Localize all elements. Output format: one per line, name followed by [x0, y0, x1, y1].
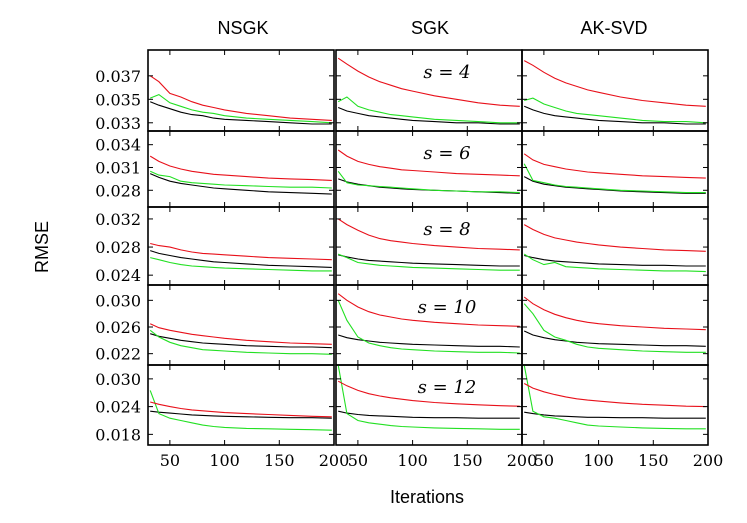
red-series-line-3-1 [523, 60, 706, 107]
column-title: AK-SVD [580, 18, 647, 38]
panel-frame-3-1 [521, 49, 709, 132]
black-series-line-3-3 [524, 254, 706, 267]
y-tick-label: 0.031 [95, 158, 141, 177]
green-series-line-1-4 [149, 329, 332, 355]
black-series-line-3-1 [523, 105, 706, 125]
y-tick-label: 0.026 [95, 318, 141, 337]
panel-frame-1-5 [147, 364, 335, 446]
row-label: s = 12 [418, 377, 477, 398]
x-tick-label: 150 [638, 451, 669, 470]
x-tick-label: 100 [209, 451, 240, 470]
red-series-line-3-3 [523, 224, 706, 252]
green-series-line-1-1 [149, 93, 332, 124]
y-tick-label: 0.028 [95, 238, 141, 257]
panel-frame-3-2 [521, 130, 709, 208]
red-series-line-3-2 [523, 153, 706, 179]
green-series-line-2-1 [337, 96, 520, 124]
y-tick-label: 0.037 [95, 67, 141, 86]
y-tick-label: 0.022 [95, 345, 141, 364]
panel-frame-1-3 [147, 206, 335, 286]
black-series-line-2-4 [338, 334, 520, 348]
green-series-line-1-5 [149, 390, 332, 431]
row-label: s = 4 [423, 62, 470, 83]
y-tick-label: 0.030 [95, 370, 141, 389]
red-series-line-2-5 [337, 380, 520, 407]
column-title: NSGK [217, 18, 268, 38]
red-series-line-1-2 [149, 155, 332, 181]
red-series-line-3-4 [523, 296, 706, 331]
red-series-line-2-2 [337, 149, 520, 177]
x-tick-label: 200 [507, 451, 538, 470]
green-series-line-2-4 [337, 300, 520, 354]
x-tick-label: 50 [534, 451, 554, 470]
red-series-line-2-4 [337, 293, 520, 327]
y-tick-label: 0.035 [95, 90, 141, 109]
black-series-line-2-5 [338, 410, 520, 419]
green-series-line-1-3 [150, 257, 332, 272]
x-tick-label: 150 [452, 451, 483, 470]
x-tick-label: 200 [319, 451, 350, 470]
red-series-line-1-1 [149, 75, 332, 121]
black-series-line-2-2 [338, 178, 520, 194]
green-series-line-3-2 [523, 163, 706, 194]
red-series-line-2-1 [337, 57, 520, 107]
column-title: SGK [411, 18, 449, 38]
y-tick-label: 0.028 [95, 181, 141, 200]
red-series-line-1-3 [150, 242, 332, 261]
panel-frame-1-2 [147, 130, 335, 208]
red-series-line-2-3 [337, 218, 520, 251]
black-series-line-1-1 [149, 101, 332, 125]
row-label: s = 8 [423, 219, 470, 240]
black-series-line-2-3 [338, 254, 520, 267]
green-series-line-2-3 [337, 253, 520, 271]
green-series-line-3-1 [524, 97, 706, 124]
x-tick-label: 50 [160, 451, 180, 470]
x-tick-label: 100 [583, 451, 614, 470]
black-series-line-1-2 [149, 173, 332, 195]
green-series-line-1-2 [149, 170, 332, 189]
y-tick-label: 0.024 [95, 398, 141, 417]
red-series-line-3-5 [523, 383, 706, 408]
black-series-line-2-1 [337, 106, 520, 125]
green-series-line-3-4 [523, 303, 706, 353]
x-axis-label: Iterations [390, 487, 464, 507]
x-tick-label: 50 [348, 451, 368, 470]
x-tick-label: 100 [397, 451, 428, 470]
row-label: s = 10 [418, 297, 477, 318]
x-tick-label: 150 [264, 451, 295, 470]
y-tick-label: 0.018 [95, 425, 141, 444]
black-series-line-3-2 [523, 176, 706, 194]
green-series-line-2-5 [337, 364, 520, 430]
black-series-line-3-5 [524, 411, 706, 419]
black-series-line-1-5 [150, 410, 332, 419]
green-series-line-3-5 [523, 364, 706, 430]
green-series-line-2-2 [337, 170, 520, 194]
y-axis-label: RMSE [32, 221, 52, 273]
green-series-line-3-3 [523, 253, 706, 273]
black-series-line-1-4 [150, 333, 332, 349]
x-tick-label: 200 [693, 451, 724, 470]
red-series-line-1-4 [149, 323, 332, 345]
black-series-line-3-4 [523, 330, 706, 347]
black-series-line-1-3 [150, 250, 332, 268]
red-series-line-1-5 [150, 401, 332, 418]
y-tick-label: 0.033 [95, 114, 141, 133]
y-tick-label: 0.032 [95, 210, 141, 229]
y-tick-label: 0.034 [95, 136, 141, 155]
y-tick-label: 0.024 [95, 266, 141, 285]
panel-frame-3-5 [521, 364, 709, 446]
y-tick-label: 0.030 [95, 291, 141, 310]
panel-frame-1-4 [147, 284, 335, 366]
row-label: s = 6 [423, 143, 470, 164]
